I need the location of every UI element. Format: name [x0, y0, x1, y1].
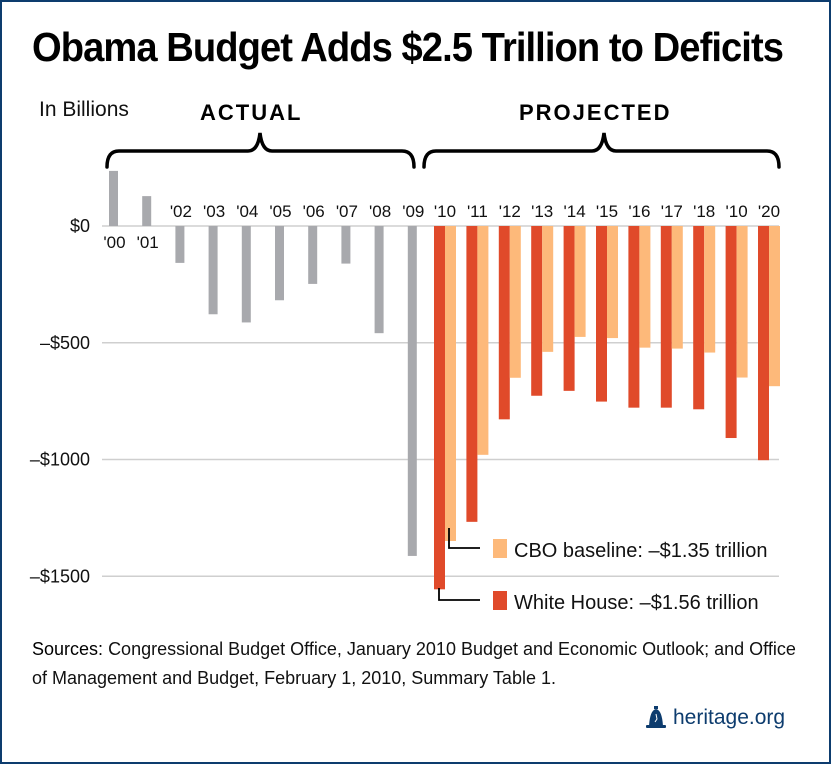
cbo-bar [671, 226, 683, 349]
actual-section-label: ACTUAL [200, 100, 303, 125]
actual-bar [208, 226, 218, 315]
x-tick-label: '18 [693, 202, 715, 221]
x-tick-label: '07 [336, 202, 358, 221]
white-house-bar [434, 226, 445, 590]
x-tick-label: '04 [236, 202, 258, 221]
white-house-bar [628, 226, 640, 408]
cbo-leader-line [448, 528, 480, 549]
x-tick-label: '01 [137, 233, 159, 252]
actual-bar [308, 226, 318, 284]
chart-title: Obama Budget Adds $2.5 Trillion to Defic… [32, 24, 784, 70]
x-tick-label: '16 [628, 202, 650, 221]
white-house-legend-swatch [493, 591, 507, 610]
bars [109, 170, 780, 590]
x-tick-label: '09 [402, 202, 424, 221]
cbo-bar [542, 226, 554, 352]
x-tick-label: '02 [170, 202, 192, 221]
axis-ticks: $0 –$500 –$1000 –$1500 '00 '01 '02 '03 '04 '05 '06… [30, 202, 780, 586]
actual-bar [175, 226, 185, 263]
actual-bar [142, 196, 152, 226]
x-tick-label: '14 [564, 202, 586, 221]
cbo-bar [477, 226, 489, 455]
white-house-bar [660, 226, 672, 408]
white-house-bar [725, 226, 737, 439]
white-house-bar [498, 226, 510, 420]
cbo-bar [639, 226, 651, 348]
white-house-bar [466, 226, 478, 522]
y-tick-label: –$1000 [30, 450, 90, 470]
cbo-bar [736, 226, 748, 378]
x-tick-label: '17 [661, 202, 683, 221]
heritage-brand[interactable]: heritage.org [645, 706, 785, 730]
white-house-leader-line [438, 588, 480, 601]
cbo-bar [704, 226, 716, 353]
x-tick-label: '10 [726, 202, 748, 221]
brand-name: heritage.org [673, 706, 786, 729]
actual-bar [407, 226, 417, 556]
projected-brace [422, 132, 781, 169]
x-tick-label: '10 [434, 202, 456, 221]
actual-bar [241, 226, 251, 323]
actual-brace [105, 132, 416, 169]
x-tick-label: '20 [758, 202, 780, 221]
x-tick-label: '11 [467, 202, 488, 221]
actual-bar [109, 170, 118, 226]
x-tick-label: '00 [103, 233, 125, 252]
x-tick-label: '15 [596, 202, 618, 221]
cbo-bar [769, 226, 780, 387]
sources-text: Congressional Budget Office, January 201… [32, 639, 796, 688]
cbo-bar [574, 226, 586, 337]
x-tick-label: '06 [303, 202, 325, 221]
white-house-annotation: White House: –$1.56 trillion [514, 592, 759, 614]
deficit-bar-chart: $0 –$500 –$1000 –$1500 '00 '01 '02 '03 '04 '05 '06… [30, 132, 781, 614]
unit-label: In Billions [39, 98, 129, 121]
x-tick-label: '13 [531, 202, 553, 221]
annotations: CBO baseline: –$1.35 trillion White Hous… [438, 528, 767, 614]
sources-label: Sources: [32, 639, 104, 659]
cbo-bar [509, 226, 521, 378]
cbo-annotation: CBO baseline: –$1.35 trillion [514, 540, 767, 562]
liberty-bell-icon [646, 706, 666, 728]
x-tick-label: '05 [269, 202, 291, 221]
white-house-bar [531, 226, 543, 396]
cbo-legend-swatch [493, 539, 507, 558]
x-tick-label: '03 [203, 202, 225, 221]
y-tick-label: –$1500 [30, 566, 90, 586]
white-house-bar [758, 226, 769, 461]
x-tick-label: '12 [499, 202, 521, 221]
sources-note: Sources: Congressional Budget Office, Ja… [32, 635, 812, 693]
white-house-bar [563, 226, 575, 391]
y-tick-label: $0 [70, 216, 90, 236]
cbo-bar [445, 226, 456, 541]
projected-section-label: PROJECTED [519, 100, 672, 125]
y-tick-label: –$500 [40, 333, 90, 353]
white-house-bar [693, 226, 705, 410]
cbo-bar [607, 226, 618, 339]
actual-bar [374, 226, 384, 334]
white-house-bar [596, 226, 607, 402]
actual-bar [275, 226, 284, 301]
x-tick-label: '08 [369, 202, 391, 221]
actual-bar [341, 226, 351, 264]
